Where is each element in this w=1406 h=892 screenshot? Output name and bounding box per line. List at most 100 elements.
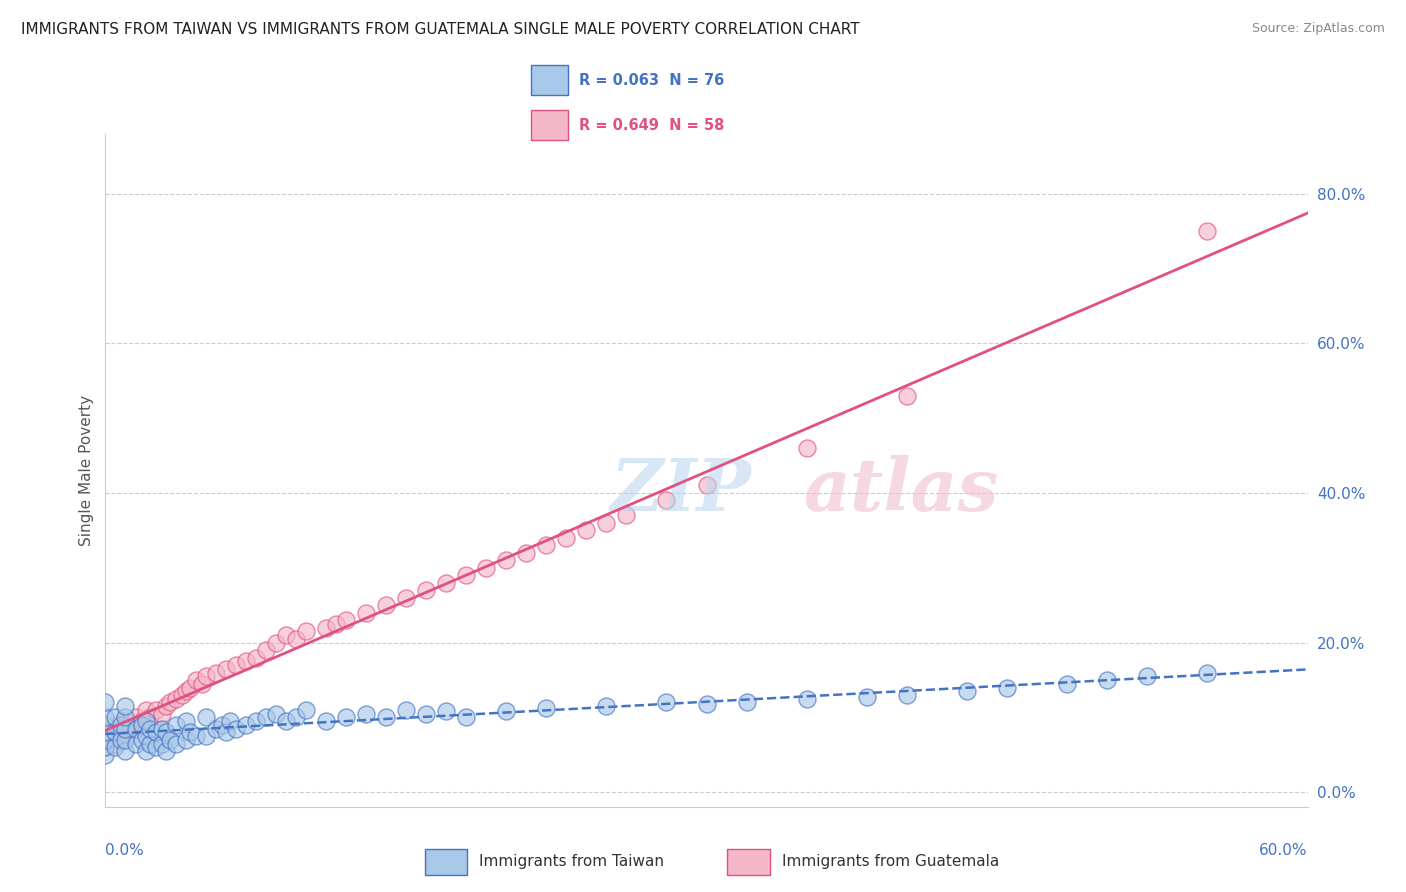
Point: [454, 568, 477, 582]
Point: [155, 744, 177, 758]
Point: [150, 706, 173, 721]
Point: [155, 725, 177, 739]
Point: [94, 747, 117, 762]
Point: [245, 714, 267, 729]
Point: [315, 714, 337, 729]
Point: [145, 703, 167, 717]
Point: [295, 624, 318, 639]
Point: [214, 725, 236, 739]
Point: [94, 725, 117, 739]
Bar: [531, 65, 568, 95]
Point: [131, 718, 153, 732]
Point: [194, 729, 217, 743]
Point: [94, 710, 117, 724]
Point: [98, 733, 121, 747]
Point: [335, 613, 357, 627]
Point: [274, 714, 297, 729]
Point: [110, 733, 132, 747]
Point: [374, 598, 398, 612]
Point: [655, 493, 678, 508]
Point: [114, 722, 136, 736]
Point: [190, 677, 212, 691]
Point: [235, 654, 257, 668]
Text: R = 0.063  N = 76: R = 0.063 N = 76: [579, 72, 724, 87]
Point: [211, 718, 233, 732]
Point: [1056, 677, 1078, 691]
Point: [335, 710, 357, 724]
Point: [254, 643, 277, 657]
Point: [284, 710, 307, 724]
Point: [395, 591, 418, 605]
Point: [454, 710, 477, 724]
Point: [184, 729, 207, 743]
Point: [264, 706, 287, 721]
Point: [315, 621, 337, 635]
Point: [225, 722, 247, 736]
Point: [135, 722, 157, 736]
Point: [475, 561, 498, 575]
Point: [796, 441, 818, 455]
Point: [124, 737, 146, 751]
Point: [204, 722, 226, 736]
Text: 0.0%: 0.0%: [105, 843, 145, 858]
Point: [94, 740, 117, 755]
Y-axis label: Single Male Poverty: Single Male Poverty: [79, 395, 94, 546]
Point: [114, 710, 136, 724]
Point: [124, 710, 146, 724]
Point: [114, 733, 136, 747]
Point: [110, 718, 132, 732]
Point: [956, 684, 979, 698]
Point: [104, 737, 127, 751]
Point: [170, 688, 193, 702]
Point: [179, 681, 201, 695]
Point: [165, 691, 187, 706]
Point: [135, 744, 157, 758]
Point: [235, 718, 257, 732]
Point: [555, 531, 578, 545]
Point: [655, 696, 678, 710]
Point: [94, 718, 117, 732]
Point: [595, 516, 617, 530]
Point: [274, 628, 297, 642]
Point: [194, 669, 217, 683]
Point: [174, 714, 197, 729]
Point: [434, 575, 457, 590]
Point: [415, 583, 437, 598]
Point: [159, 696, 181, 710]
Point: [179, 725, 201, 739]
Point: [114, 744, 136, 758]
Point: [354, 606, 377, 620]
Point: [135, 714, 157, 729]
Bar: [727, 849, 769, 875]
Point: [374, 710, 398, 724]
Point: [104, 725, 127, 739]
Point: [94, 725, 117, 739]
Point: [264, 635, 287, 649]
Point: [295, 703, 318, 717]
Point: [145, 740, 167, 755]
Point: [325, 616, 347, 631]
Text: ZIP: ZIP: [610, 455, 751, 526]
Point: [1197, 665, 1219, 680]
Text: 60.0%: 60.0%: [1260, 843, 1308, 858]
Point: [735, 696, 758, 710]
Point: [110, 725, 132, 739]
Point: [534, 701, 557, 715]
Point: [855, 690, 877, 704]
Point: [138, 737, 160, 751]
Text: IMMIGRANTS FROM TAIWAN VS IMMIGRANTS FROM GUATEMALA SINGLE MALE POVERTY CORRELAT: IMMIGRANTS FROM TAIWAN VS IMMIGRANTS FRO…: [21, 22, 859, 37]
Point: [395, 703, 418, 717]
Point: [1136, 669, 1159, 683]
Text: Immigrants from Taiwan: Immigrants from Taiwan: [479, 855, 664, 869]
Point: [616, 508, 638, 523]
Point: [218, 714, 240, 729]
Bar: [531, 111, 568, 140]
Point: [104, 740, 127, 755]
Point: [796, 691, 818, 706]
Point: [135, 703, 157, 717]
Point: [174, 684, 197, 698]
Point: [124, 718, 146, 732]
Point: [245, 650, 267, 665]
Point: [1097, 673, 1119, 687]
Point: [896, 688, 918, 702]
